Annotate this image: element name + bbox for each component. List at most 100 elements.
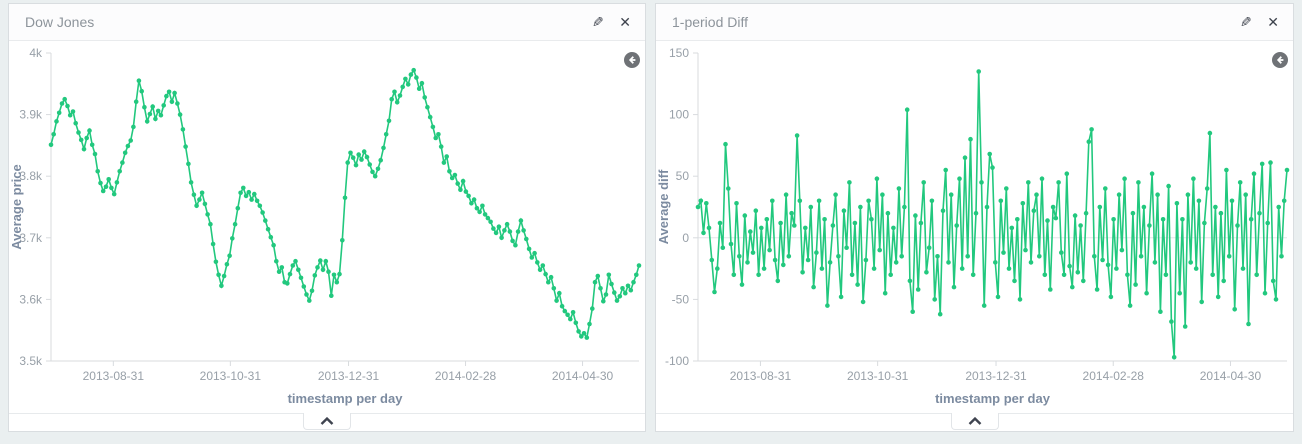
data-point[interactable] <box>1097 204 1103 210</box>
data-point[interactable] <box>921 180 926 185</box>
data-point[interactable] <box>1083 210 1089 216</box>
data-point[interactable] <box>759 225 764 231</box>
data-point[interactable] <box>628 287 634 293</box>
data-point[interactable] <box>394 100 400 105</box>
data-point[interactable] <box>844 245 849 250</box>
data-point[interactable] <box>728 241 734 247</box>
data-point[interactable] <box>794 133 800 138</box>
data-point[interactable] <box>623 290 628 296</box>
data-point[interactable] <box>1012 278 1017 284</box>
data-point[interactable] <box>1265 220 1270 226</box>
data-point[interactable] <box>180 127 186 132</box>
data-point[interactable] <box>1017 297 1023 302</box>
data-point[interactable] <box>852 220 858 226</box>
data-point[interactable] <box>1251 171 1257 176</box>
data-point[interactable] <box>797 198 803 204</box>
data-point[interactable] <box>95 169 100 174</box>
data-point[interactable] <box>1235 223 1240 228</box>
data-point[interactable] <box>1031 208 1037 213</box>
data-point[interactable] <box>1059 250 1064 255</box>
data-point[interactable] <box>452 172 458 178</box>
data-point[interactable] <box>1166 183 1171 189</box>
data-point[interactable] <box>1218 210 1224 216</box>
data-point[interactable] <box>1127 303 1133 308</box>
data-point[interactable] <box>885 210 891 216</box>
data-point[interactable] <box>1279 254 1284 259</box>
data-point[interactable] <box>573 320 579 326</box>
data-point[interactable] <box>750 250 756 255</box>
data-point[interactable] <box>1281 198 1287 204</box>
data-point[interactable] <box>1171 355 1177 360</box>
data-point[interactable] <box>620 286 625 291</box>
data-point[interactable] <box>488 219 493 225</box>
data-point[interactable] <box>1133 282 1138 287</box>
data-point[interactable] <box>466 193 471 199</box>
data-point[interactable] <box>631 279 636 285</box>
data-point[interactable] <box>891 225 896 231</box>
data-point[interactable] <box>191 192 197 197</box>
edit-panel-button[interactable]: ✎ <box>1240 4 1252 40</box>
data-point[interactable] <box>414 75 419 80</box>
data-point[interactable] <box>315 265 320 270</box>
data-point[interactable] <box>268 234 274 240</box>
data-point[interactable] <box>614 298 620 303</box>
data-point[interactable] <box>601 298 606 304</box>
data-point[interactable] <box>1224 167 1229 173</box>
data-point[interactable] <box>778 220 783 226</box>
data-point[interactable] <box>133 99 139 104</box>
data-point[interactable] <box>447 169 452 174</box>
data-point[interactable] <box>739 282 745 287</box>
data-point[interactable] <box>915 287 921 292</box>
data-point[interactable] <box>309 288 315 294</box>
data-point[interactable] <box>1042 272 1048 278</box>
data-point[interactable] <box>1009 225 1015 231</box>
data-point[interactable] <box>155 108 161 114</box>
data-point[interactable] <box>274 258 279 264</box>
data-point[interactable] <box>444 154 450 159</box>
data-point[interactable] <box>984 204 990 210</box>
data-point[interactable] <box>1094 287 1100 292</box>
data-point[interactable] <box>348 150 353 156</box>
data-point[interactable] <box>1023 247 1028 253</box>
data-point[interactable] <box>579 334 584 339</box>
data-point[interactable] <box>513 242 518 248</box>
data-point[interactable] <box>709 257 715 263</box>
data-point[interactable] <box>177 112 183 117</box>
data-point[interactable] <box>1086 139 1092 144</box>
data-point[interactable] <box>770 198 775 204</box>
data-point[interactable] <box>87 128 92 133</box>
data-point[interactable] <box>491 226 496 231</box>
data-point[interactable] <box>1248 217 1254 222</box>
data-point[interactable] <box>1202 220 1207 226</box>
data-point[interactable] <box>526 246 532 252</box>
data-point[interactable] <box>153 116 158 122</box>
data-point[interactable] <box>438 144 444 149</box>
data-point[interactable] <box>241 185 246 191</box>
data-point[interactable] <box>70 109 76 114</box>
data-point[interactable] <box>584 335 590 340</box>
data-point[interactable] <box>81 146 87 152</box>
data-point[interactable] <box>276 269 282 274</box>
data-point[interactable] <box>704 201 709 206</box>
data-point[interactable] <box>880 192 885 197</box>
data-point[interactable] <box>1048 287 1053 292</box>
data-point[interactable] <box>603 292 609 297</box>
data-point[interactable] <box>161 103 166 108</box>
data-point[interactable] <box>1207 130 1213 136</box>
data-point[interactable] <box>551 286 557 291</box>
data-point[interactable] <box>874 176 880 181</box>
data-point[interactable] <box>372 173 378 179</box>
data-point[interactable] <box>287 271 293 277</box>
data-point[interactable] <box>606 272 612 278</box>
data-point[interactable] <box>340 238 345 243</box>
data-point[interactable] <box>433 135 439 141</box>
data-point[interactable] <box>783 192 789 197</box>
data-point[interactable] <box>331 272 337 278</box>
data-point[interactable] <box>389 96 395 102</box>
data-point[interactable] <box>1262 290 1268 296</box>
data-point[interactable] <box>924 270 929 275</box>
data-point[interactable] <box>254 198 260 204</box>
data-point[interactable] <box>117 169 122 174</box>
data-point[interactable] <box>540 263 546 268</box>
data-point[interactable] <box>425 104 430 110</box>
